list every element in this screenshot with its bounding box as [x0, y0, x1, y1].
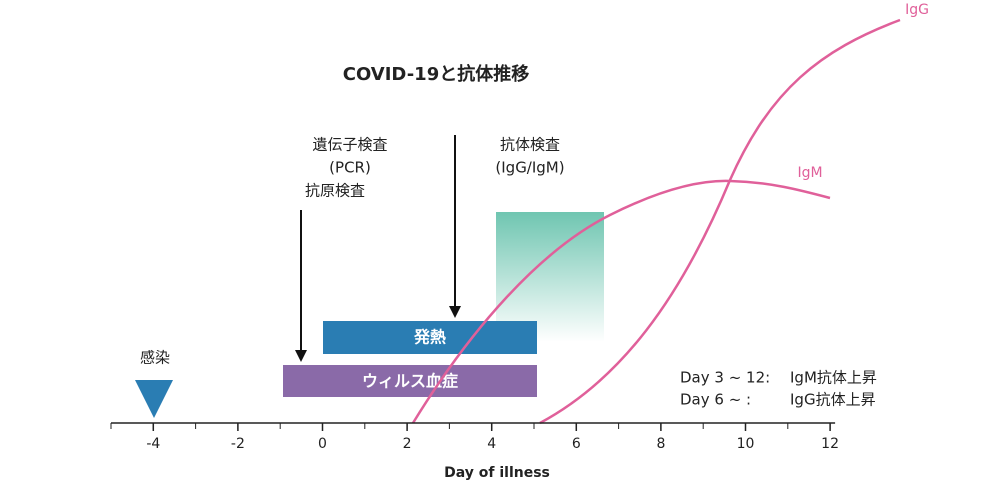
test-label: 遺伝子検査 — [312, 136, 387, 154]
fever-bar — [323, 321, 537, 354]
x-tick-label: -2 — [231, 436, 245, 452]
antibody-window — [496, 212, 604, 342]
igm-curve — [411, 179, 831, 424]
test-label: (IgG/IgM) — [495, 159, 564, 177]
curve-label: IgM — [797, 165, 822, 181]
bar-label: 発熱 — [413, 328, 446, 347]
infection-marker — [135, 380, 173, 418]
infection-label: 感染 — [140, 349, 170, 367]
igg-curve — [539, 18, 901, 425]
x-tick-label: 8 — [656, 436, 665, 452]
x-tick-label: 12 — [821, 436, 839, 452]
x-tick-label: 2 — [403, 436, 412, 452]
test-label: 抗原検査 — [305, 182, 365, 200]
x-tick-label: 10 — [737, 436, 755, 452]
x-tick-label: 4 — [487, 436, 496, 452]
bar-label: ウィルス血症 — [362, 372, 458, 391]
note-text: IgG抗体上昇 — [790, 391, 876, 409]
title: COVID-19と抗体推移 — [343, 63, 529, 85]
x-axis-label: Day of illness — [444, 465, 550, 481]
x-tick-label: -4 — [146, 436, 160, 452]
note-text: IgM抗体上昇 — [790, 369, 877, 387]
note-day: Day 3 ~ 12: — [680, 369, 770, 387]
arrow-head — [295, 350, 307, 362]
viremia-bar — [283, 365, 537, 397]
note-day: Day 6 ~ : — [680, 391, 751, 409]
x-tick-label: 0 — [318, 436, 327, 452]
test-label: 抗体検査 — [500, 136, 560, 154]
arrow-head — [449, 306, 461, 318]
x-tick-label: 6 — [572, 436, 581, 452]
curve-label: IgG — [905, 2, 929, 18]
test-label: (PCR) — [329, 159, 371, 177]
